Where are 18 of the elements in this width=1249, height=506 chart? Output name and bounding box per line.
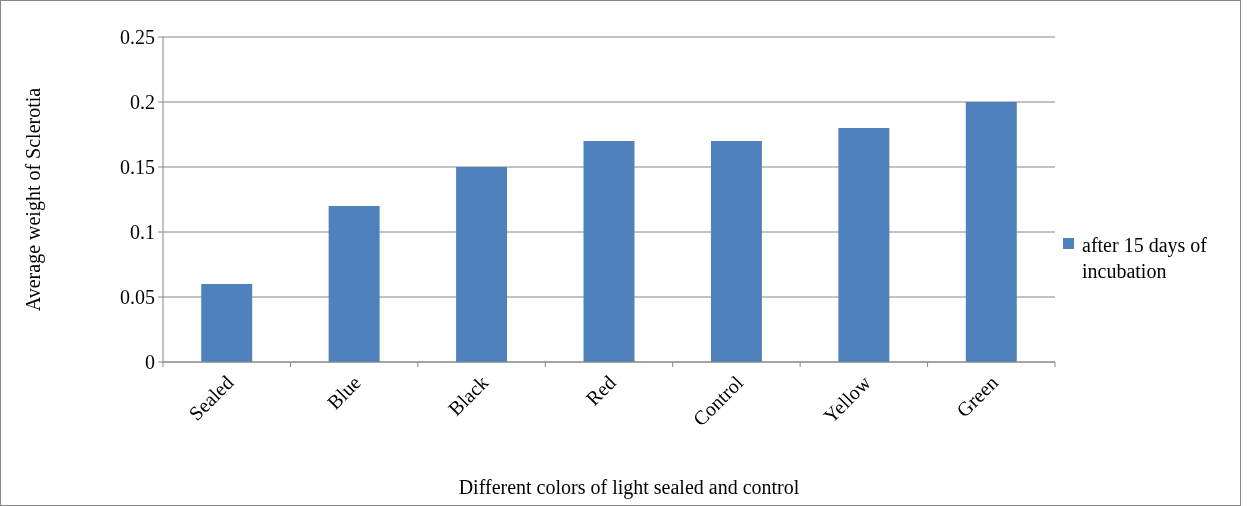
y-axis-title: Average weight of Sclerotia bbox=[22, 87, 45, 312]
y-tick-label: 0.2 bbox=[130, 91, 155, 113]
bar bbox=[201, 284, 253, 362]
y-tick-label: 0 bbox=[145, 351, 155, 373]
y-tick-label: 0.1 bbox=[130, 221, 155, 243]
y-tick-label: 0.05 bbox=[120, 286, 155, 308]
x-tick-label: Red bbox=[581, 371, 620, 410]
x-tick-label: Blue bbox=[322, 371, 366, 414]
bar bbox=[965, 102, 1017, 362]
bar bbox=[328, 206, 380, 362]
bar bbox=[456, 167, 508, 362]
bar bbox=[838, 128, 890, 362]
y-tick-label: 0.25 bbox=[120, 26, 155, 48]
x-axis-title: Different colors of light sealed and control bbox=[458, 476, 800, 499]
bar bbox=[710, 141, 762, 362]
bar bbox=[583, 141, 635, 362]
legend-label: after 15 days of incubation bbox=[1082, 234, 1208, 282]
y-tick-label: 0.15 bbox=[120, 156, 155, 178]
